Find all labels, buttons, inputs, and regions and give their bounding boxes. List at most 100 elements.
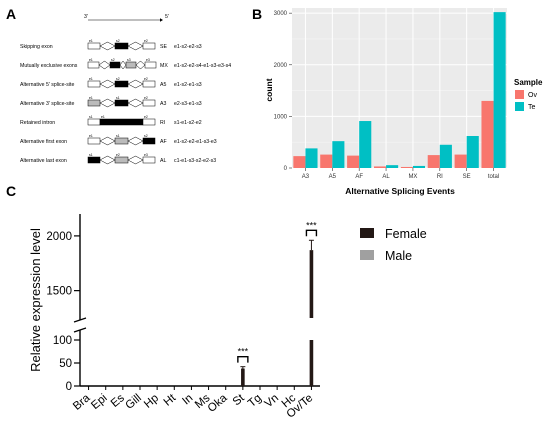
- intron-connector: [127, 45, 144, 51]
- y-tick-label: 3000: [274, 11, 288, 17]
- exon-label: e2: [116, 153, 120, 157]
- exon-label: s1: [116, 96, 120, 100]
- exon-box: [114, 42, 129, 50]
- exon-label: s2: [111, 58, 115, 62]
- intron-connector: [99, 159, 116, 165]
- y-tick-label: 1500: [46, 286, 72, 298]
- intron-connector: [99, 41, 116, 47]
- bar: [400, 166, 413, 168]
- event-formula: e1-s2-e2-s4-e1-s3-e3-s4: [174, 63, 231, 69]
- y-tick-label: 0: [284, 166, 288, 172]
- y-tick-label: 1000: [274, 114, 288, 120]
- bar: [427, 155, 440, 168]
- exon-label: s2: [144, 134, 148, 138]
- exon-label: s3: [127, 58, 131, 62]
- bar: [293, 156, 306, 168]
- x-tick-label: A3: [302, 174, 310, 180]
- exon-box: [142, 42, 156, 50]
- intron-connector: [127, 155, 144, 161]
- event-code: MX: [160, 63, 168, 69]
- event-name: Mutually exclusive exons: [20, 63, 78, 69]
- intron-connector: [99, 79, 116, 85]
- bar: [241, 368, 245, 386]
- event-name: Alternative 3' splice-site: [20, 101, 74, 107]
- x-tick-label: total: [488, 174, 499, 180]
- y-tick-label: 0: [66, 381, 72, 393]
- splicing-diagram-panel: 3' 5' Skipping exon SE e1-s2-e2-s3 e1 s2 e2 Mu…: [20, 14, 231, 165]
- exon-label: e3: [146, 58, 150, 62]
- chart-c-bars: [240, 239, 314, 386]
- intron-connector: [98, 60, 111, 66]
- exon-box: [87, 42, 101, 50]
- chart-b-x-axis-label: Alternative Splicing Events: [345, 186, 455, 196]
- exon-label: e1: [89, 39, 93, 43]
- exon-box: [99, 118, 144, 126]
- event-name: Skipping exon: [20, 44, 53, 50]
- exon-box: [142, 156, 156, 164]
- bar: [412, 165, 426, 168]
- x-tick-label: A5: [329, 174, 337, 180]
- event-formula: s1-e1-s2-e2: [174, 120, 202, 126]
- exon-label: s2: [116, 39, 120, 43]
- bar: [332, 141, 345, 168]
- bar: [386, 165, 399, 168]
- legend-swatch: [360, 228, 374, 238]
- bar: [309, 250, 314, 318]
- event-code: SE: [160, 44, 167, 50]
- exon-box: [114, 137, 129, 145]
- exon-label: e2: [144, 77, 148, 81]
- legend-swatch: [360, 250, 374, 260]
- chart-b-bars: [293, 12, 506, 169]
- exon-box: [87, 118, 101, 126]
- legend-label: Female: [385, 227, 427, 241]
- chart-c-axis-break-bottom: [73, 327, 87, 333]
- legend-swatch: [515, 90, 524, 99]
- event-code: A3: [160, 101, 166, 107]
- exon-box: [87, 80, 101, 88]
- exon-label: e1: [89, 134, 93, 138]
- exon-box: [142, 99, 156, 107]
- significance-bracket: [237, 355, 249, 363]
- intron-connector: [99, 155, 116, 161]
- x-tick-label: Hp: [142, 392, 161, 411]
- exon-box: [109, 61, 121, 69]
- panel-letter-c: C: [6, 183, 16, 199]
- x-tick-label: SE: [463, 174, 471, 180]
- bar: [481, 100, 494, 168]
- x-tick-label: Gill: [123, 392, 143, 412]
- x-tick-label: Oka: [206, 392, 230, 415]
- chart-b-legend: Sample Ov Te: [514, 78, 543, 111]
- exon-box: [125, 61, 137, 69]
- event-formula: e1-s2-e2-e1-s3-e3: [174, 139, 217, 145]
- bar: [466, 136, 479, 168]
- intron-connector: [127, 159, 144, 165]
- exon-label: e1: [101, 115, 105, 119]
- intron-connector: [127, 140, 144, 146]
- exon-label: s1: [89, 153, 93, 157]
- x-tick-label: Vn: [263, 392, 281, 410]
- exon-label: e1: [89, 58, 93, 62]
- chart-b-y-ticks: 0 1000 2000 3000: [274, 11, 292, 172]
- chart-c-y-axis-label: Relative expression level: [28, 228, 43, 372]
- exon-box: [142, 80, 156, 88]
- x-tick-label: Ht: [162, 392, 179, 409]
- chart-c-y-ticks: 0 50 100 1500 2000: [46, 231, 80, 393]
- x-tick-label: Epi: [89, 392, 109, 412]
- exon-box: [142, 118, 156, 126]
- y-tick-label: 2000: [274, 63, 288, 69]
- x-tick-label: AF: [355, 174, 363, 180]
- exon-label: e2: [144, 115, 148, 119]
- chart-b-x-ticks: A3 A5 AF AL MX RI SE total: [302, 168, 499, 180]
- intron-connector: [135, 60, 146, 66]
- bar: [359, 121, 372, 168]
- event-code: RI: [160, 120, 165, 126]
- exon-label: s2: [116, 77, 120, 81]
- event-formula: e1-s2-e1-s3: [174, 82, 202, 88]
- x-tick-label: MX: [408, 174, 417, 180]
- event-name: Alternative first exon: [20, 139, 67, 145]
- chart-b-legend-title: Sample: [514, 78, 543, 87]
- event-name: Retained intron: [20, 120, 55, 126]
- intron-connector: [127, 41, 144, 47]
